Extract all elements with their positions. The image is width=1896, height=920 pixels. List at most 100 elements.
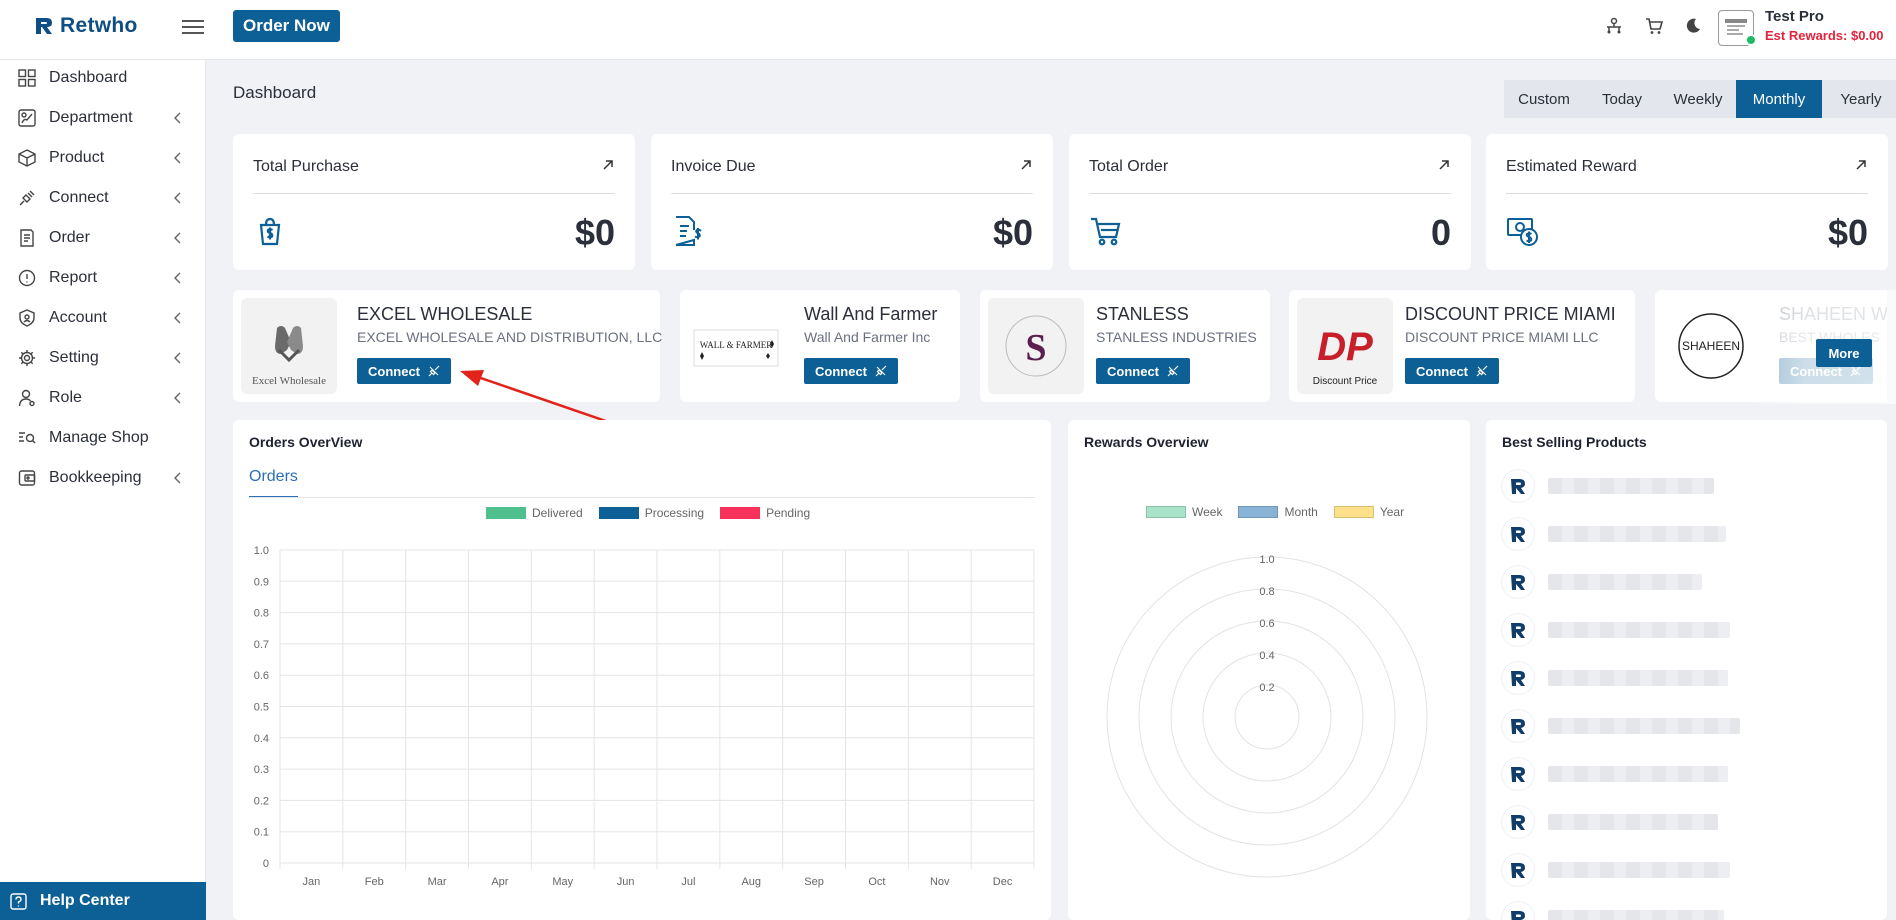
list-item[interactable]	[1486, 850, 1816, 890]
sidebar-item-account[interactable]: Account	[0, 300, 206, 336]
sidebar-item-label: Account	[49, 309, 107, 326]
list-item[interactable]	[1486, 514, 1816, 554]
sidebar-item-order[interactable]: Order	[0, 220, 206, 256]
period-yearly-button[interactable]: Yearly	[1822, 80, 1896, 118]
stat-title: Estimated Reward	[1506, 158, 1637, 175]
panel-title: Best Selling Products	[1502, 434, 1647, 450]
sidebar-item-bookkeeping[interactable]: Bookkeeping	[0, 460, 206, 496]
blurred-product-name	[1548, 670, 1728, 686]
legend-delivered[interactable]: Delivered	[486, 506, 583, 520]
list-item[interactable]	[1486, 610, 1816, 650]
retwho-logo-icon	[1502, 902, 1534, 920]
list-item[interactable]	[1486, 466, 1816, 506]
moon-icon[interactable]	[1683, 16, 1703, 36]
x-tick-label: Aug	[741, 876, 761, 888]
help-center-button[interactable]: Help Center	[0, 882, 206, 920]
stat-title: Total Order	[1089, 158, 1169, 175]
chevron-left-icon	[174, 352, 181, 364]
period-today-button[interactable]: Today	[1584, 80, 1660, 118]
sidebar-item-role[interactable]: Role	[0, 380, 206, 416]
sidebar-item-report[interactable]: Report	[0, 260, 206, 296]
x-tick-label: Jan	[303, 876, 321, 888]
legend-swatch	[1146, 506, 1186, 518]
connect-button[interactable]: Connect	[357, 358, 451, 384]
more-vendors-button[interactable]: More	[1816, 339, 1872, 367]
legend-processing[interactable]: Processing	[598, 506, 704, 520]
sidebar-item-department[interactable]: Department	[0, 100, 206, 136]
menu-toggle-icon[interactable]	[182, 16, 204, 38]
vendor-name: Wall And Farmer	[804, 304, 938, 324]
period-monthly-button[interactable]: Monthly	[1736, 80, 1822, 118]
legend-week[interactable]: Week	[1146, 505, 1222, 519]
stat-card-invoice-due: Invoice Due $0	[651, 134, 1053, 270]
network-icon[interactable]	[1604, 16, 1624, 36]
help-center-label: Help Center	[40, 892, 130, 909]
vendor-card-excel-wholesale[interactable]: Excel Wholesale EXCEL WHOLESALE EXCEL WH…	[233, 290, 662, 402]
connect-button[interactable]: Connect	[1096, 358, 1190, 384]
r-tick-label: 1.0	[1259, 554, 1274, 566]
stat-card-estimated-reward: Estimated Reward $0	[1486, 134, 1888, 270]
x-tick-label: May	[552, 876, 573, 888]
sidebar-item-setting[interactable]: Setting	[0, 340, 206, 376]
connect-button[interactable]: Connect	[1405, 358, 1499, 384]
legend-pending[interactable]: Pending	[720, 506, 810, 520]
list-item[interactable]	[1486, 802, 1816, 842]
svg-text:DP: DP	[1317, 325, 1373, 369]
sidebar-item-label: Connect	[49, 189, 109, 206]
vendor-name: STANLESS	[1096, 304, 1189, 324]
retwho-logo-icon	[1502, 710, 1534, 742]
blurred-product-name	[1548, 526, 1726, 542]
blurred-product-name	[1548, 622, 1730, 638]
connect-button-label: Connect	[1416, 363, 1468, 379]
retwho-logo-icon	[1502, 806, 1534, 838]
vendor-name: EXCEL WHOLESALE	[357, 304, 533, 324]
legend-swatch	[1238, 506, 1279, 518]
list-item[interactable]	[1486, 658, 1816, 698]
list-item[interactable]	[1486, 754, 1816, 794]
vendor-card-wall-and-farmer[interactable]: WALL & FARMER Wall And Farmer Wall And F…	[680, 290, 960, 402]
list-item[interactable]	[1486, 562, 1816, 602]
retwho-logo-icon	[1502, 614, 1534, 646]
sidebar-item-manage-shop[interactable]: Manage Shop	[0, 420, 206, 456]
vendor-card-discount-price-miami[interactable]: DP Discount Price DISCOUNT PRICE MIAMI D…	[1289, 290, 1635, 402]
retwho-logo-icon	[1502, 470, 1534, 502]
tab-orders[interactable]: Orders	[249, 468, 298, 498]
chevron-left-icon	[174, 192, 181, 204]
period-weekly-button[interactable]: Weekly	[1660, 80, 1736, 118]
brand-name: Retwho	[60, 14, 138, 37]
legend-month[interactable]: Month	[1238, 505, 1318, 519]
vendor-logo-shaheen: SHAHEEN	[1663, 298, 1759, 394]
chevron-left-icon	[174, 272, 181, 284]
vendor-name: SHAHEEN W	[1779, 304, 1887, 324]
x-tick-label: Feb	[365, 876, 384, 888]
legend-swatch	[486, 507, 526, 519]
money-reward-icon	[1507, 218, 1538, 246]
plug-disconnected-icon	[1476, 365, 1488, 377]
vendor-card-stanless[interactable]: S STANLESS STANLESS INDUSTRIES Connect	[980, 290, 1270, 402]
order-now-button[interactable]: Order Now	[233, 10, 340, 42]
arrow-up-right-icon[interactable]	[1854, 158, 1868, 172]
legend-year[interactable]: Year	[1333, 505, 1404, 519]
legend-swatch	[1333, 506, 1374, 518]
sidebar-item-connect[interactable]: Connect	[0, 180, 206, 216]
sidebar-item-product[interactable]: Product	[0, 140, 206, 176]
sidebar-item-dashboard[interactable]: Dashboard	[0, 60, 206, 96]
gear-icon	[19, 350, 35, 366]
x-tick-label: Dec	[993, 876, 1013, 888]
avatar[interactable]	[1718, 10, 1754, 46]
x-tick-label: Jun	[617, 876, 635, 888]
user-icon	[18, 389, 35, 407]
brand-logo[interactable]: Retwho	[34, 14, 138, 38]
arrow-up-right-icon[interactable]	[601, 158, 615, 172]
connect-button[interactable]: Connect	[804, 358, 898, 384]
rewards-legend: Week Month Year	[1146, 505, 1412, 519]
info-icon	[18, 269, 36, 287]
arrow-up-right-icon[interactable]	[1437, 158, 1451, 172]
r-tick-label: 0.8	[1259, 586, 1274, 598]
arrow-up-right-icon[interactable]	[1019, 158, 1033, 172]
cart-icon[interactable]	[1644, 16, 1664, 36]
blurred-product-name	[1548, 478, 1714, 494]
list-item[interactable]	[1486, 898, 1816, 920]
period-custom-button[interactable]: Custom	[1504, 80, 1584, 118]
list-item[interactable]	[1486, 706, 1816, 746]
